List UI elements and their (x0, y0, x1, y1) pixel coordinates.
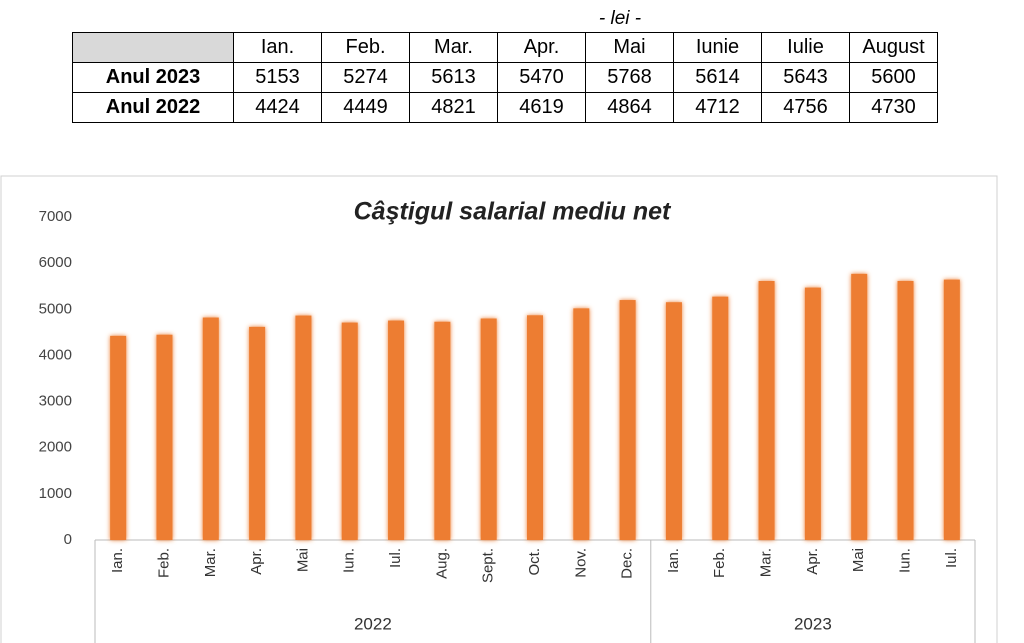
cell: 4864 (585, 92, 674, 123)
row-label: Anul 2022 (72, 92, 234, 123)
x-tick-label: Mai (850, 548, 867, 572)
y-tick-label: 4000 (39, 346, 72, 363)
bar (712, 296, 729, 540)
x-tick-label: Mar. (758, 548, 775, 577)
column-header: August (849, 32, 938, 63)
column-header: Mar. (409, 32, 498, 63)
column-header: Apr. (497, 32, 586, 63)
x-tick-label: Mar. (202, 548, 219, 577)
cell: 5613 (409, 62, 498, 93)
x-tick-label: Ian. (109, 548, 126, 573)
x-tick-label: Aug. (433, 548, 450, 579)
x-tick-label: Feb. (711, 548, 728, 578)
unit-label: - lei - (598, 8, 642, 29)
x-tick-label: Nov. (572, 548, 589, 578)
bar (295, 315, 312, 540)
x-tick-label: Iul. (387, 548, 404, 568)
bar (202, 317, 219, 540)
column-header: Feb. (321, 32, 410, 63)
bar (665, 302, 682, 540)
cell: 4821 (409, 92, 498, 123)
chart-title: Câştigul salarial mediu net (354, 198, 672, 226)
group-label: 2023 (794, 614, 832, 633)
corner-cell (72, 32, 234, 63)
cell: 5470 (497, 62, 586, 93)
bar (619, 300, 636, 540)
bar (480, 318, 497, 540)
x-tick-label: Feb. (155, 548, 172, 578)
y-tick-label: 7000 (39, 208, 72, 225)
cell: 4619 (497, 92, 586, 123)
cell: 5274 (321, 62, 410, 93)
y-tick-label: 2000 (39, 439, 72, 456)
x-tick-label: Iun. (341, 548, 358, 573)
bar (804, 287, 821, 540)
cell: 4712 (673, 92, 762, 123)
cell: 5643 (761, 62, 850, 93)
row-label: Anul 2023 (72, 62, 234, 93)
y-tick-label: 5000 (39, 300, 72, 317)
table-row: Anul 2022 4424 4449 4821 4619 4864 4712 4756 473… (72, 92, 938, 123)
bar (156, 334, 173, 540)
bar (341, 322, 358, 540)
y-tick-label: 6000 (39, 254, 72, 271)
column-header: Ian. (233, 32, 322, 63)
bar (573, 308, 590, 540)
cell: 4730 (849, 92, 938, 123)
x-tick-label: Sept. (480, 548, 497, 583)
y-tick-label: 3000 (39, 393, 72, 410)
x-tick-label: Mai (294, 548, 311, 572)
bar (758, 281, 775, 540)
y-tick-label: 0 (64, 531, 72, 548)
cell: 4449 (321, 92, 410, 123)
x-tick-label: Iul. (943, 548, 960, 568)
header-row: Ian. Feb. Mar. Apr. Mai Iunie Iulie August (72, 32, 938, 63)
bar (897, 280, 914, 540)
x-tick-label: Oct. (526, 548, 543, 576)
x-tick-label: Dec. (619, 548, 636, 579)
cell: 4756 (761, 92, 850, 123)
bar (943, 279, 960, 540)
x-tick-label: Apr. (804, 548, 821, 575)
bar (851, 273, 868, 540)
group-label: 2022 (354, 614, 392, 633)
cell: 5153 (233, 62, 322, 93)
salary-table: Ian. Feb. Mar. Apr. Mai Iunie Iulie August Anul … (72, 32, 938, 123)
column-header: Mai (585, 32, 674, 63)
cell: 5614 (673, 62, 762, 93)
cell: 4424 (233, 92, 322, 123)
column-header: Iunie (673, 32, 762, 63)
bar (388, 320, 405, 540)
chart-frame (0, 175, 998, 643)
bar (527, 315, 543, 540)
x-tick-label: Apr. (248, 548, 265, 575)
y-tick-label: 1000 (39, 485, 72, 502)
bar (110, 335, 127, 540)
cell: 5768 (585, 62, 674, 93)
table-row: Anul 2023 5153 5274 5613 5470 5768 5614 5643 560… (72, 62, 938, 93)
bar (249, 326, 266, 540)
x-tick-label: Iun. (896, 548, 913, 573)
chart: Câştigul salarial mediu net 0 1000 2000 300… (0, 175, 998, 643)
cell: 5600 (849, 62, 938, 93)
x-tick-label: Ian. (665, 548, 682, 573)
bar (434, 321, 451, 540)
column-header: Iulie (761, 32, 850, 63)
